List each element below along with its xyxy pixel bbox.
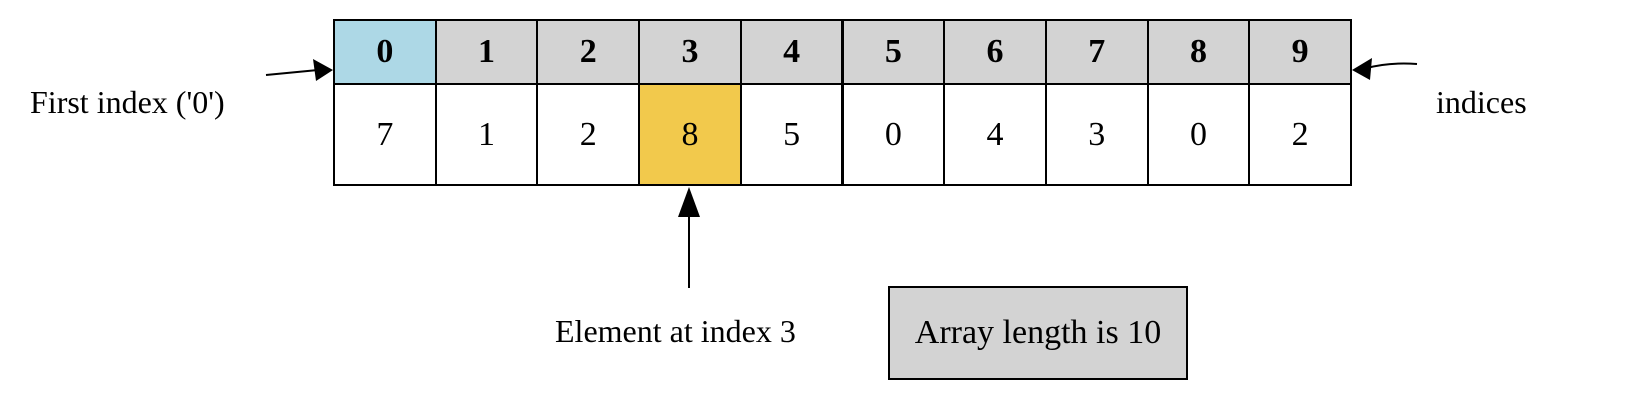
first-index-arrow-head	[313, 59, 333, 81]
indices-arrow-head	[1352, 58, 1372, 80]
first-index-arrow-shaft	[266, 70, 318, 75]
element-arrow-head	[678, 187, 700, 217]
indices-arrow-shaft	[1367, 64, 1417, 69]
